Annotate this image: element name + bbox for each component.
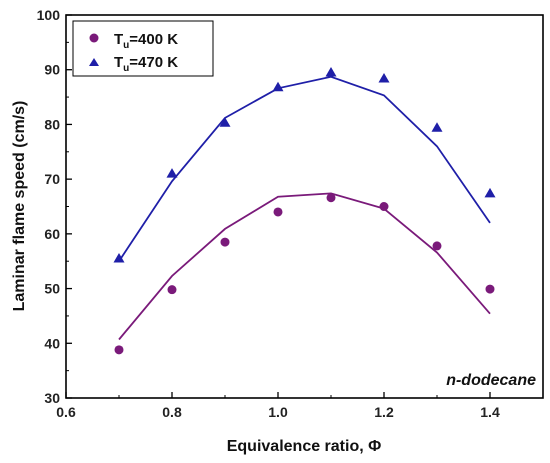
data-point-triangle (219, 117, 231, 127)
x-axis-title: Equivalence ratio, Φ (227, 438, 382, 455)
x-tick-label: 1.2 (374, 404, 394, 420)
annotation-n-dodecane: n-dodecane (446, 372, 536, 389)
y-tick-label: 100 (37, 7, 61, 23)
data-point-triangle (484, 187, 496, 198)
data-point-circle (379, 202, 389, 211)
data-point-circle (114, 345, 124, 355)
y-tick-label: 40 (44, 335, 60, 351)
y-tick-label: 90 (44, 62, 60, 78)
data-point-triangle (166, 168, 178, 178)
y-tick-label: 50 (44, 281, 60, 297)
series-line-1 (118, 75, 491, 262)
legend-marker-tu400 (89, 33, 99, 43)
axis-ticks: 0.6 0.8 1.0 1.2 1.4 30 40 50 60 70 80 90 100 (37, 7, 500, 420)
legend-marker-tu470 (89, 58, 99, 66)
x-tick-label: 1.0 (268, 404, 288, 420)
data-point-circle (167, 285, 177, 295)
data-markers (113, 66, 496, 355)
legend-label-tu400: Tu=400 K (114, 31, 178, 51)
data-point-triangle (113, 252, 125, 263)
legend: Tu=400 K Tu=470 K (72, 20, 214, 77)
y-tick-label: 60 (44, 226, 60, 242)
x-tick-label: 0.8 (162, 404, 182, 420)
x-tick-label: 1.4 (480, 404, 500, 420)
data-point-circle (220, 237, 230, 247)
data-point-triangle (272, 81, 284, 92)
data-point-triangle (378, 72, 390, 83)
data-point-triangle (431, 122, 443, 132)
data-point-circle (273, 207, 283, 217)
data-point-circle (485, 284, 495, 294)
x-tick-label: 0.6 (56, 404, 76, 420)
data-point-circle (326, 193, 336, 203)
series-line-0 (118, 192, 491, 341)
fit-lines (118, 75, 491, 341)
y-tick-label: 80 (44, 116, 60, 132)
y-tick-label: 30 (44, 390, 60, 406)
data-point-triangle (325, 66, 337, 77)
legend-label-tu470: Tu=470 K (114, 54, 178, 74)
legend-box (72, 20, 214, 77)
y-tick-label: 70 (44, 171, 60, 187)
y-axis-title: Laminar flame speed (cm/s) (11, 101, 28, 312)
data-point-circle (432, 241, 442, 251)
